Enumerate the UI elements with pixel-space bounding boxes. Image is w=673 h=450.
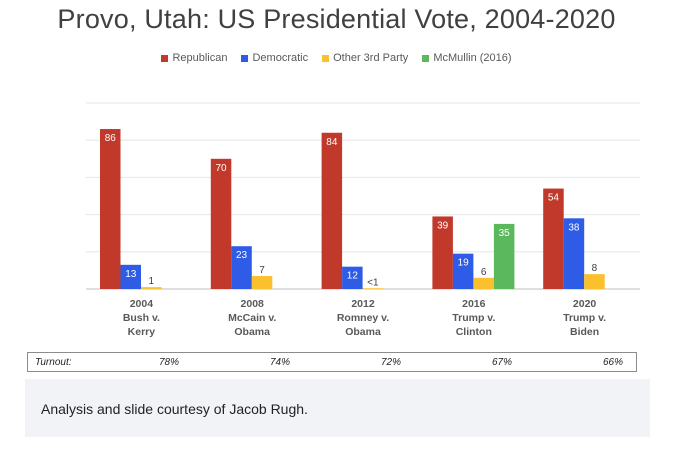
data-label: 1 [148, 276, 154, 287]
caption-box: Analysis and slide courtesy of Jacob Rug… [25, 379, 650, 437]
chart-title: Provo, Utah: US Presidential Vote, 2004-… [57, 4, 616, 34]
data-label: 23 [236, 250, 248, 261]
category-label: Kerry [128, 326, 156, 338]
data-label: 19 [458, 258, 470, 269]
bar [141, 287, 162, 289]
turnout-value: 66% [602, 357, 623, 368]
legend-item-democratic: Democratic [241, 52, 308, 64]
data-label: 86 [105, 133, 117, 144]
bar [543, 188, 564, 289]
turnout-value: 67% [491, 357, 512, 368]
data-label: 13 [125, 269, 137, 280]
category-label: 2008 [241, 298, 265, 310]
category-label: 2012 [351, 298, 375, 310]
bar [321, 132, 343, 289]
legend-label-republican: Republican [172, 52, 228, 64]
bar [231, 246, 252, 289]
legend-item-mcmullin: McMullin (2016) [422, 52, 512, 64]
data-label: 6 [481, 267, 487, 278]
category-label: Romney v. [337, 312, 389, 324]
category-label: Obama [234, 326, 270, 338]
legend-swatch-mcmullin [422, 54, 430, 62]
category-label: 2004 [130, 298, 154, 310]
data-label: 38 [568, 222, 580, 233]
category-label: Clinton [456, 326, 492, 338]
bar [342, 266, 363, 289]
data-label: 8 [592, 263, 598, 274]
bar [120, 264, 141, 289]
bar [473, 277, 494, 289]
legend-swatch-republican [161, 54, 169, 62]
data-label: <1 [367, 277, 379, 288]
bar [100, 129, 121, 289]
legend-item-republican: Republican [161, 52, 227, 64]
category-label: 2020 [573, 298, 597, 310]
data-label: 35 [499, 228, 511, 239]
legend-label-mcmullin: McMullin (2016) [433, 52, 512, 64]
legend-swatch-democratic [241, 54, 249, 62]
category-label: Trump v. [563, 312, 606, 324]
turnout-row: Turnout: 78% 74% 72% 67% 66% [27, 352, 637, 372]
caption-text: Analysis and slide courtesy of Jacob Rug… [41, 401, 308, 417]
data-label: 84 [326, 137, 338, 148]
bar [584, 274, 605, 289]
turnout-label: Turnout: [35, 357, 72, 368]
category-label: Biden [570, 326, 599, 338]
data-label: 54 [548, 193, 560, 204]
data-label: 70 [215, 163, 227, 174]
category-label: 2016 [462, 298, 486, 310]
legend-swatch-other [322, 54, 330, 62]
bar [452, 253, 474, 289]
legend-label-democratic: Democratic [252, 52, 309, 64]
legend: Republican Democratic Other 3rd Party Mc… [0, 52, 673, 64]
category-label: Bush v. [123, 312, 160, 324]
legend-label-other: Other 3rd Party [333, 52, 409, 64]
turnout-value: 72% [380, 357, 401, 368]
category-label: Obama [345, 326, 381, 338]
category-label: McCain v. [228, 312, 276, 324]
bar [362, 288, 384, 289]
legend-item-other: Other 3rd Party [322, 52, 408, 64]
turnout-value: 74% [269, 357, 290, 368]
bar [251, 275, 273, 289]
bar [210, 158, 232, 289]
category-label: Trump v. [452, 312, 495, 324]
data-label: 39 [437, 220, 449, 231]
bar [493, 223, 515, 289]
data-label: 7 [259, 265, 265, 276]
bar [563, 218, 585, 289]
data-label: 12 [347, 271, 359, 282]
bar [432, 216, 453, 289]
turnout-value: 78% [158, 357, 179, 368]
